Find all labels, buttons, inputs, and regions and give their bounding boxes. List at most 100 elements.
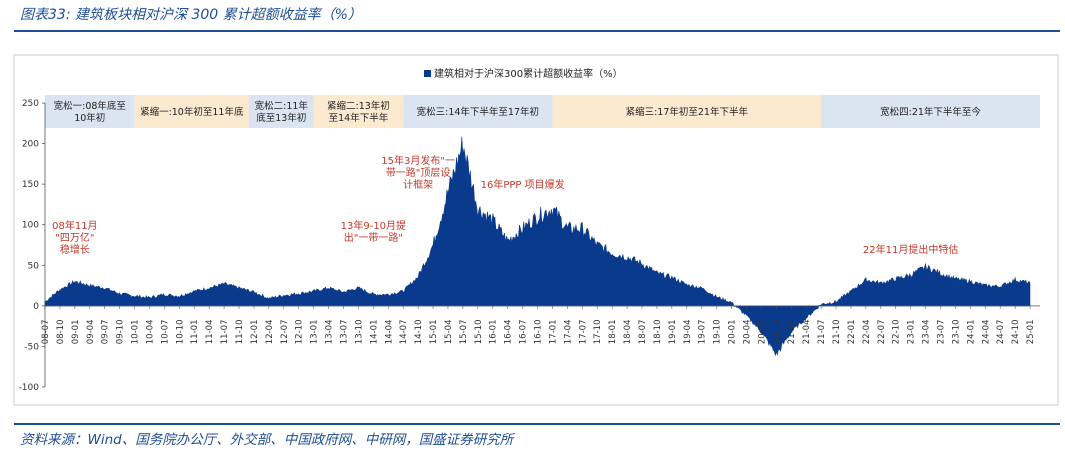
x-tick-label: 15-07 [459, 320, 469, 345]
x-tick-label: 20-07 [757, 320, 767, 345]
x-tick-label: 21-04 [802, 320, 812, 345]
policy-band-4 [313, 95, 404, 128]
legend-swatch [424, 70, 431, 77]
policy-band-1-label: 10年初 [74, 112, 105, 124]
x-tick-label: 17-04 [563, 320, 573, 345]
policy-band-2 [134, 95, 249, 128]
policy-band-3 [248, 95, 314, 128]
annotation-1: "四万亿" [55, 231, 94, 244]
x-tick-label: 14-10 [414, 320, 424, 345]
x-tick-label: 23-10 [951, 320, 961, 345]
x-tick-label: 24-01 [966, 320, 976, 345]
x-tick-label: 12-10 [295, 320, 305, 345]
policy-band-6 [552, 95, 822, 128]
x-tick-label: 11-10 [235, 320, 245, 345]
x-tick-label: 10-01 [131, 320, 141, 345]
x-tick-label: 14-01 [369, 320, 379, 345]
x-tick-label: 20-10 [772, 320, 782, 345]
x-tick-label: 21-01 [787, 320, 797, 345]
x-tick-label: 25-01 [1026, 320, 1036, 345]
y-axis: -100 -50 0 50 100 150 200 250 [19, 99, 46, 393]
y-tick-label: 100 [22, 221, 39, 231]
annotation-1: 稳增长 [60, 243, 90, 256]
y-tick-label: -100 [19, 383, 40, 393]
x-tick-label: 22-10 [892, 320, 902, 345]
x-tick-label: 13-01 [310, 320, 320, 345]
x-tick-label: 24-10 [1011, 320, 1021, 345]
policy-band-2-label: 紧缩一:10年初至11年底 [140, 106, 244, 118]
x-tick-label: 14-07 [399, 320, 409, 345]
legend: 建筑相对于沪深300累计超额收益率（%） [424, 67, 623, 80]
x-tick-label: 22-01 [847, 320, 857, 345]
x-tick-label: 18-07 [638, 320, 648, 345]
x-tick-label: 23-01 [907, 320, 917, 345]
chart-frame [13, 54, 1059, 406]
x-axis: 08-07 08-10 09-01 09-04 09-07 09-10 10-01 10-04… [41, 305, 1036, 345]
policy-band-7 [821, 95, 1040, 128]
x-tick-label: 19-10 [713, 320, 723, 345]
x-tick-label: 23-07 [937, 320, 947, 345]
x-tick-label: 16-04 [504, 320, 514, 345]
x-tick-label: 19-07 [698, 320, 708, 345]
x-tick-label: 18-04 [623, 320, 633, 345]
x-tick-label: 22-04 [862, 320, 872, 345]
figure-title: 图表33: 建筑板块相对沪深 300 累计超额收益率（%） [20, 7, 362, 23]
series-area-path [44, 136, 1031, 356]
x-tick-label: 21-07 [817, 320, 827, 345]
x-tick-label: 12-07 [280, 320, 290, 345]
x-tick-label: 11-04 [205, 320, 215, 345]
policy-band-3-label: 底至13年初 [256, 112, 306, 124]
x-tick-label: 09-04 [86, 320, 96, 345]
policy-band-3-label: 宽松二:11年 [255, 100, 309, 112]
policy-band-7-label: 宽松四:21年下半年至今 [880, 106, 981, 118]
annotation-3: 带一路"顶层设 [386, 166, 451, 179]
source-note: 资料来源：Wind、国务院办公厅、外交部、中国政府网、中研网，国盛证券研究所 [20, 432, 514, 448]
annotation-3: 计框架 [403, 178, 433, 191]
policy-band-5-label: 宽松三:14年下半年至17年初 [417, 106, 539, 118]
x-tick-label: 16-01 [489, 320, 499, 345]
x-tick-label: 13-10 [354, 320, 364, 345]
annotation-2: 13年9-10月提 [341, 219, 406, 232]
x-tick-label: 17-10 [593, 320, 603, 345]
x-tick-label: 10-07 [160, 320, 170, 345]
policy-band-6-label: 紧缩三:17年初至21年下半年 [626, 106, 749, 118]
top-rule [14, 30, 1060, 32]
x-tick-label: 12-01 [250, 320, 260, 345]
x-tick-label: 23-04 [922, 320, 932, 345]
x-tick-label: 09-10 [116, 320, 126, 345]
y-tick-label: 50 [28, 261, 40, 271]
x-tick-label: 16-07 [519, 320, 529, 345]
y-tick-label: -50 [24, 342, 39, 352]
annotation-2: 出"一带一路" [344, 231, 403, 244]
y-tick-label: 0 [33, 302, 39, 312]
policy-band-4-label: 紧缩二:13年初 [327, 100, 390, 112]
x-tick-label: 16-10 [534, 320, 544, 345]
y-tick-label: 150 [22, 180, 39, 190]
annotation-4: 16年PPP 项目爆发 [481, 178, 565, 191]
x-tick-label: 18-01 [608, 320, 618, 345]
x-tick-label: 09-07 [101, 320, 111, 345]
series-area [44, 136, 1040, 356]
x-tick-label: 19-01 [668, 320, 678, 345]
policy-band-1 [45, 95, 135, 128]
x-tick-label: 11-07 [220, 320, 230, 345]
x-tick-label: 10-10 [175, 320, 185, 345]
x-tick-label: 08-10 [56, 320, 66, 345]
x-tick-label: 18-10 [653, 320, 663, 345]
x-tick-label: 19-04 [683, 320, 693, 345]
policy-band-4-label: 至14年下半年 [329, 112, 389, 124]
policy-band-5 [403, 95, 553, 128]
x-tick-label: 12-04 [265, 320, 275, 345]
x-tick-label: 15-01 [429, 320, 439, 345]
x-tick-label: 22-07 [877, 320, 887, 345]
x-tick-label: 17-07 [578, 320, 588, 345]
annotation-3: 15年3月发布"一 [381, 154, 455, 167]
x-tick-label: 24-07 [996, 320, 1006, 345]
annotation-1: 08年11月 [52, 219, 97, 232]
x-tick-label: 14-04 [384, 320, 394, 345]
y-tick-label: 250 [22, 99, 39, 109]
x-tick-label: 20-01 [728, 320, 738, 345]
x-tick-label: 11-01 [190, 320, 200, 345]
